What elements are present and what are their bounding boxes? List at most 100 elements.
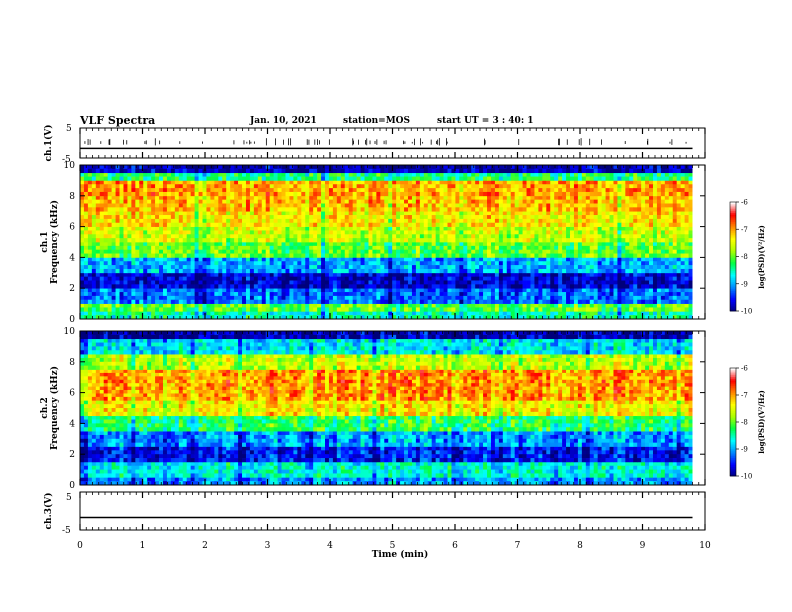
spectrogram-cell	[593, 249, 599, 254]
spectrogram-cell	[443, 234, 448, 239]
spectrogram-cell	[510, 315, 516, 320]
spectrogram-cell	[400, 238, 405, 243]
spectrogram-cell	[542, 272, 547, 277]
spectrogram-cell	[222, 288, 227, 293]
spectrogram-cell	[293, 211, 298, 216]
spectrogram-cell	[91, 218, 97, 224]
spectrogram-cell	[214, 218, 219, 224]
spectrogram-cell	[684, 268, 689, 274]
spectrogram-cell	[242, 222, 247, 227]
spectrogram-cell	[83, 292, 89, 297]
spectrogram-cell	[159, 234, 164, 239]
spectrogram-cell	[182, 230, 188, 235]
spectrogram-cell	[368, 230, 373, 235]
spectrogram-cell	[660, 268, 666, 274]
spectrogram-cell	[475, 299, 480, 304]
spectrogram-cell	[257, 234, 263, 239]
spectrogram-cell	[688, 242, 693, 247]
spectrogram-cell	[253, 222, 259, 227]
spectrogram-cell	[155, 303, 160, 308]
spectrogram-cell	[447, 249, 452, 254]
spectrogram-cell	[210, 199, 215, 204]
spectrogram-cell	[672, 268, 678, 274]
spectrogram-cell	[538, 211, 543, 216]
spectrogram-cell	[226, 257, 231, 262]
spectrogram-cell	[502, 288, 508, 293]
spectrogram-cell	[253, 242, 259, 247]
spectrogram-cell	[431, 230, 436, 235]
spectrogram-cell	[230, 280, 235, 285]
spectrogram-cell	[305, 211, 310, 216]
spectrogram-cell	[182, 307, 188, 312]
spectrogram-cell	[680, 272, 685, 277]
spectrogram-cell	[301, 315, 306, 320]
spectrogram-cell	[656, 211, 662, 216]
spectrogram-cell	[265, 245, 271, 251]
spectrogram-cell	[538, 230, 543, 235]
spectrogram-cell	[510, 295, 516, 301]
spectrogram-cell	[510, 311, 516, 316]
spectrogram-cell	[242, 299, 247, 304]
spectrogram-cell	[313, 315, 318, 320]
spectrogram-cell	[550, 199, 555, 204]
spectrogram-cell	[629, 303, 634, 308]
spectrogram-cell	[206, 249, 211, 254]
spectrogram-cell	[570, 195, 575, 200]
spectrogram-cell	[427, 261, 433, 266]
spectrogram-cell	[352, 195, 357, 200]
spectrogram-cell	[360, 307, 365, 312]
spectrogram-cell	[372, 222, 377, 227]
spectrogram-cell	[475, 307, 480, 312]
spectrogram-cell	[352, 238, 357, 243]
spectrogram-cell	[325, 222, 330, 227]
spectrogram-cell	[411, 292, 417, 297]
spectrogram-cell	[621, 238, 626, 243]
spectrogram-cell	[143, 284, 148, 289]
spectrogram-cell	[558, 292, 563, 297]
spectrogram-cell	[455, 315, 460, 320]
spectrogram-cell	[546, 295, 551, 301]
spectrogram-cell	[451, 268, 456, 274]
spectrogram-cell	[380, 303, 385, 308]
spectrogram-cell	[664, 195, 670, 200]
spectrogram-cell	[447, 292, 452, 297]
spectrogram-cell	[368, 276, 373, 281]
spectrogram-cell	[332, 261, 338, 266]
spectrogram-cell	[526, 268, 531, 274]
spectrogram-cell	[451, 245, 456, 251]
spectrogram-cell	[234, 280, 239, 285]
spectrogram-cell	[344, 218, 350, 224]
spectrogram-cell	[577, 211, 583, 216]
spectrogram-cell	[285, 272, 290, 277]
spectrogram-cell	[400, 315, 405, 320]
spectrogram-cell	[404, 207, 409, 212]
spectrogram-cell	[641, 261, 646, 266]
spectrogram-cell	[123, 215, 128, 220]
spectrogram-cell	[392, 272, 397, 277]
spectrogram-cell	[566, 257, 571, 262]
spectrogram-cell	[293, 203, 298, 208]
spectrogram-cell	[155, 299, 160, 304]
spectrogram-cell	[91, 207, 97, 212]
spectrogram-cell	[562, 253, 567, 258]
spectrogram-cell	[162, 307, 168, 312]
spectrogram-cell	[494, 207, 500, 212]
spectrogram-cell	[589, 265, 595, 270]
spectrogram-cell	[151, 295, 156, 301]
spectrogram-cell	[80, 234, 85, 239]
spectrogram-cell	[479, 288, 484, 293]
spectrogram-cell	[621, 249, 626, 254]
spectrogram-cell	[514, 207, 519, 212]
spectrogram-cell	[427, 284, 433, 289]
spectrogram-cell	[593, 199, 599, 204]
spectrogram-cell	[198, 307, 203, 312]
spectrogram-cell	[407, 215, 413, 220]
spectrogram-cell	[581, 211, 587, 216]
spectrogram-cell	[289, 284, 294, 289]
spectrogram-cell	[664, 311, 670, 316]
spectrogram-cell	[629, 203, 634, 208]
spectrogram-cell	[151, 261, 156, 266]
spectrogram-cell	[182, 288, 188, 293]
spectrogram-cell	[174, 311, 180, 316]
spectrogram-cell	[155, 292, 160, 297]
